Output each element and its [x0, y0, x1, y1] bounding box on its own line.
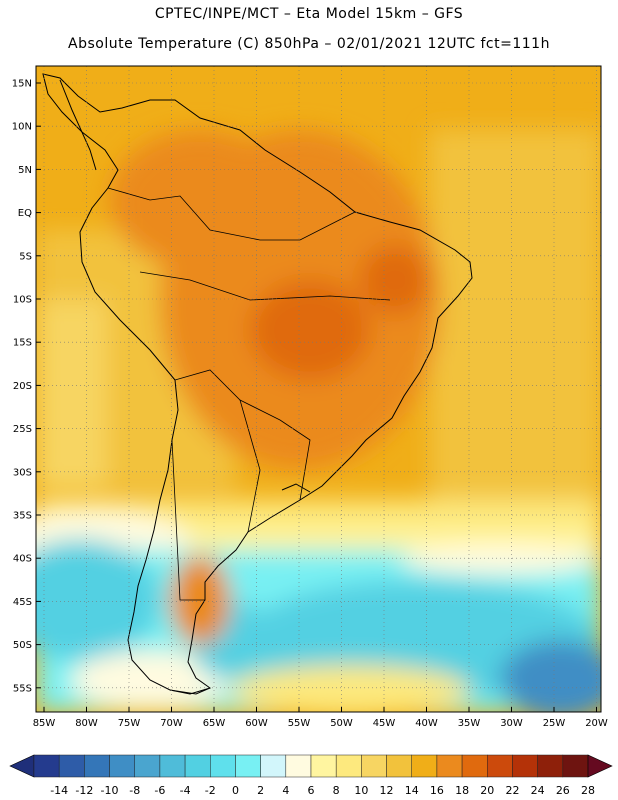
- colorbar-tick-label: -14: [50, 784, 68, 797]
- lat-label: 25S: [13, 424, 32, 435]
- colorbar-swatch: [537, 754, 564, 778]
- map-title-line2: Absolute Temperature (C) 850hPa – 02/01/…: [68, 36, 550, 52]
- lat-label: 55S: [13, 683, 32, 694]
- lon-label: 60W: [245, 718, 268, 729]
- colorbar-swatch: [335, 754, 362, 778]
- temperature-field: [36, 66, 601, 712]
- colorbar-swatch: [411, 754, 438, 778]
- colorbar-swatch: [361, 754, 387, 778]
- lat-label: 5S: [19, 251, 32, 262]
- colorbar-tick-label: 14: [405, 784, 419, 797]
- colorbar: -14 -12 -10 -8 -6 -4 -2 0 2 4 6 8 10 12 14 16 18 20 22 24 26…: [9, 754, 613, 797]
- colorbar-swatch: [487, 754, 513, 778]
- lon-label: 20W: [585, 718, 608, 729]
- lon-label: 80W: [75, 718, 98, 729]
- lon-label: 40W: [415, 718, 438, 729]
- colorbar-tick-label: 28: [581, 784, 595, 797]
- colorbar-swatch: [512, 754, 538, 778]
- colorbar-swatch: [461, 754, 488, 778]
- colorbar-swatch: [159, 754, 186, 778]
- colorbar-high-arrow: [587, 754, 613, 778]
- colorbar-tick-label: 16: [430, 784, 444, 797]
- colorbar-swatch: [310, 754, 337, 778]
- lat-label: 50S: [13, 640, 32, 651]
- colorbar-tick-label: -2: [205, 784, 216, 797]
- colorbar-tick-label: 10: [354, 784, 368, 797]
- colorbar-swatch: [33, 754, 60, 778]
- lon-label: 75W: [118, 718, 141, 729]
- lat-label: 15S: [13, 338, 32, 349]
- lat-label: EQ: [18, 208, 32, 219]
- colorbar-swatch: [235, 754, 261, 778]
- colorbar-swatch: [562, 754, 589, 778]
- colorbar-swatch: [260, 754, 287, 778]
- lat-label: 5N: [18, 165, 32, 176]
- lon-label: 45W: [373, 718, 396, 729]
- lon-label: 25W: [543, 718, 566, 729]
- colorbar-swatch: [184, 754, 211, 778]
- colorbar-tick-label: 6: [308, 784, 315, 797]
- colorbar-tick-label: 24: [531, 784, 545, 797]
- colorbar-tick-label: 12: [380, 784, 394, 797]
- lat-label: 40S: [13, 554, 32, 565]
- colorbar-tick-label: -6: [154, 784, 165, 797]
- coastlines: [42, 73, 473, 695]
- colorbar-tick-label: -10: [101, 784, 119, 797]
- lon-label: 70W: [160, 718, 183, 729]
- lat-label: 10S: [13, 295, 32, 306]
- colorbar-tick-label: 2: [257, 784, 264, 797]
- latitude-labels: 15N 10N 5N EQ 5S 10S 15S 20S 25S 30S 35S 40S 45S 50S 5…: [12, 79, 41, 694]
- colorbar-swatch: [58, 754, 85, 778]
- lat-label: 15N: [12, 79, 32, 90]
- lon-label: 85W: [33, 718, 56, 729]
- lon-label: 35W: [458, 718, 481, 729]
- lat-label: 10N: [12, 122, 32, 133]
- colorbar-tick-label: 18: [455, 784, 469, 797]
- lon-label: 30W: [500, 718, 523, 729]
- colorbar-tick-label: 8: [333, 784, 340, 797]
- longitude-labels: 85W 80W 75W 70W 65W 60W 55W 50W 45W 40W 35W 30W 25W 2…: [33, 707, 608, 729]
- lon-label: 65W: [203, 718, 226, 729]
- colorbar-swatch: [436, 754, 463, 778]
- colorbar-tick-label: 0: [232, 784, 239, 797]
- country-borders: [107, 187, 391, 601]
- lon-label: 50W: [330, 718, 353, 729]
- colorbar-tick-label: -4: [180, 784, 191, 797]
- colorbar-swatch: [386, 754, 412, 778]
- colorbar-tick-label: 4: [282, 784, 289, 797]
- colorbar-swatch: [84, 754, 110, 778]
- colorbar-tick-label: -12: [75, 784, 93, 797]
- colorbar-low-arrow: [9, 754, 35, 778]
- colorbar-tick-label: 20: [480, 784, 494, 797]
- lon-label: 55W: [288, 718, 311, 729]
- colorbar-swatch: [109, 754, 135, 778]
- lat-label: 45S: [13, 597, 32, 608]
- colorbar-tick-label: -8: [129, 784, 140, 797]
- map-frame: [35, 65, 602, 713]
- lat-label: 35S: [13, 511, 32, 522]
- lat-label: 20S: [13, 381, 32, 392]
- colorbar-swatch: [134, 754, 161, 778]
- colorbar-swatch: [285, 754, 312, 778]
- map-title-line1: CPTEC/INPE/MCT – Eta Model 15km – GFS: [154, 6, 464, 22]
- colorbar-tick-label: 26: [556, 784, 570, 797]
- lat-label: 30S: [13, 467, 32, 478]
- colorbar-tick-label: 22: [505, 784, 519, 797]
- colorbar-swatch: [210, 754, 236, 778]
